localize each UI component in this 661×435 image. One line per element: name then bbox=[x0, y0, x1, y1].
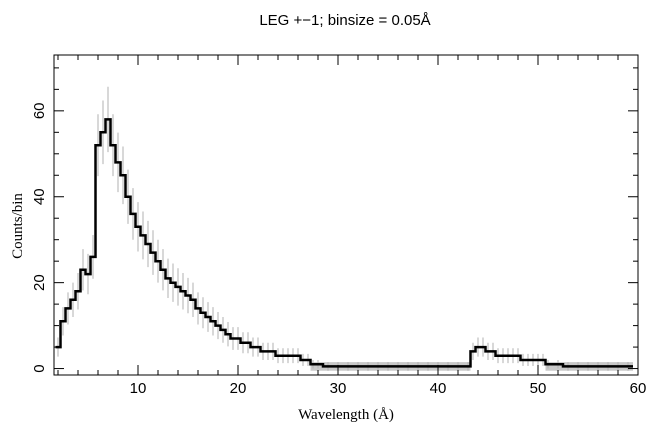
y-axis: 0 20 40 60 bbox=[31, 67, 638, 373]
series-line-0 bbox=[55, 118, 633, 368]
x-tick-label: 40 bbox=[430, 380, 447, 397]
x-tick-label: 50 bbox=[530, 380, 547, 397]
x-tick-label: 30 bbox=[330, 380, 347, 397]
y-tick-label: 60 bbox=[31, 102, 48, 119]
x-tick-label: 60 bbox=[630, 380, 647, 397]
y-tick-label: 20 bbox=[31, 274, 48, 291]
series-layer bbox=[55, 118, 633, 368]
y-axis-label: Counts/bin bbox=[10, 193, 26, 259]
x-axis: 10 20 30 40 50 60 bbox=[57, 55, 647, 397]
background-band bbox=[315, 362, 323, 371]
y-tick-label: 40 bbox=[31, 188, 48, 205]
errorbar-layer bbox=[57, 86, 629, 371]
x-axis-label: Wavelength (Å) bbox=[298, 407, 394, 423]
y-tick-label: 0 bbox=[31, 364, 48, 372]
x-tick-label: 10 bbox=[130, 380, 147, 397]
x-tick-label: 20 bbox=[230, 380, 247, 397]
plot-frame bbox=[53, 54, 639, 376]
background-band bbox=[545, 362, 553, 371]
chart-title: LEG +−1; binsize = 0.05Å bbox=[259, 12, 430, 29]
